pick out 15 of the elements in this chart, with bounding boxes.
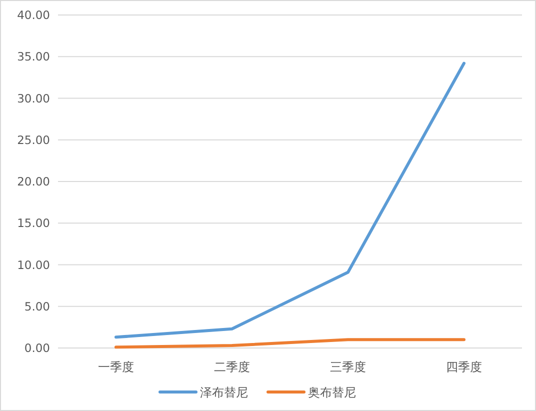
y-tick-label: 25.00 <box>17 132 50 147</box>
x-tick-label: 三季度 <box>330 360 366 374</box>
y-tick-label: 5.00 <box>24 299 50 314</box>
x-tick-label: 四季度 <box>446 360 482 374</box>
y-tick-label: 30.00 <box>17 91 50 106</box>
x-tick-label: 二季度 <box>214 360 250 374</box>
y-tick-label: 20.00 <box>17 174 50 188</box>
y-tick-label: 10.00 <box>17 258 50 272</box>
y-tick-label: 40.00 <box>17 8 50 22</box>
legend-label: 奥布替尼 <box>308 386 356 400</box>
legend-label: 泽布替尼 <box>200 386 248 400</box>
x-tick-label: 一季度 <box>98 360 134 374</box>
y-tick-label: 15.00 <box>17 216 50 230</box>
y-tick-label: 35.00 <box>17 50 50 64</box>
y-tick-label: 0.00 <box>24 341 50 355</box>
